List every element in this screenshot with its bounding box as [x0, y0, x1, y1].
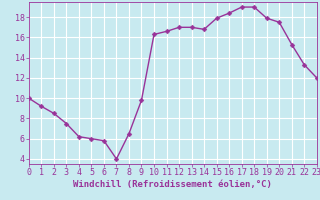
X-axis label: Windchill (Refroidissement éolien,°C): Windchill (Refroidissement éolien,°C)	[73, 180, 272, 189]
